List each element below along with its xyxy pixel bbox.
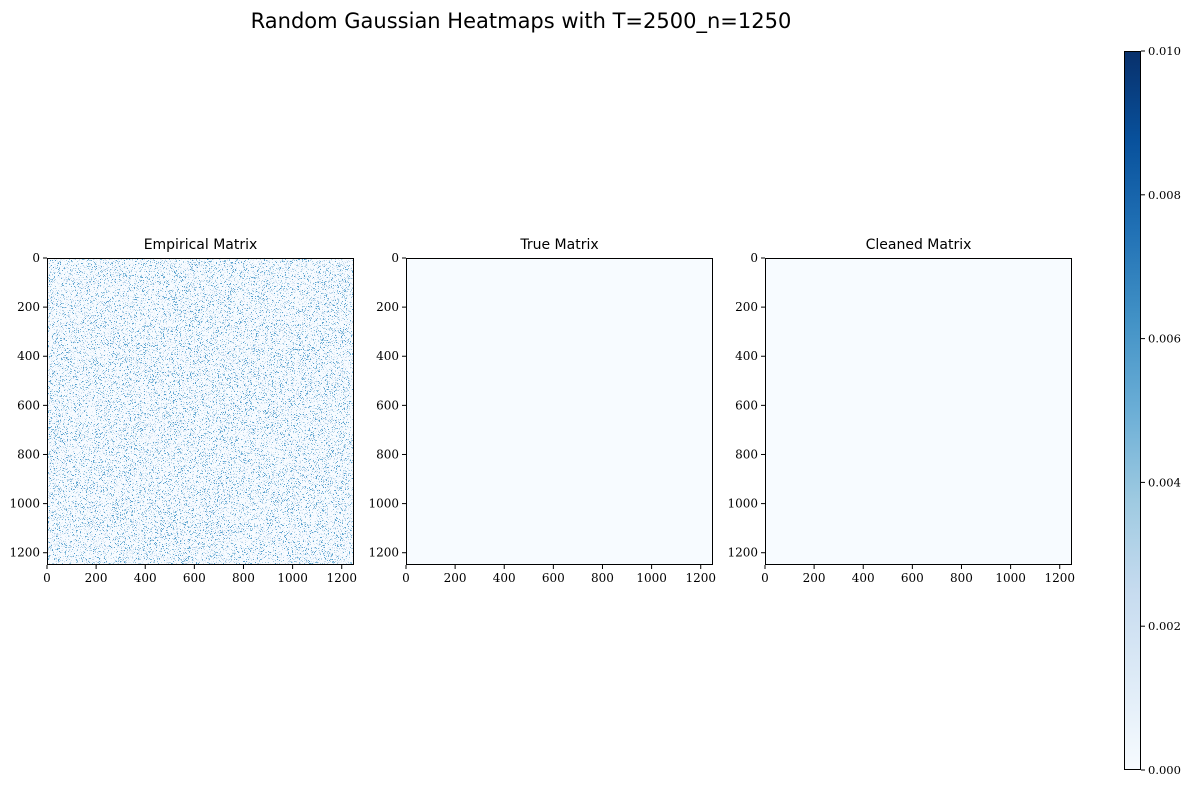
y-tick-label: 1000 bbox=[9, 497, 40, 511]
y-tick-label: 400 bbox=[376, 349, 399, 363]
y-tick-label: 400 bbox=[735, 349, 758, 363]
figure-suptitle: Random Gaussian Heatmaps with T=2500_n=1… bbox=[251, 9, 792, 34]
y-tick-label: 800 bbox=[17, 447, 40, 461]
x-tick-label: 800 bbox=[232, 571, 255, 585]
colorbar-tick-label: 0.002 bbox=[1148, 619, 1181, 633]
x-tick-label: 200 bbox=[444, 571, 467, 585]
y-tick-label: 1000 bbox=[727, 497, 758, 511]
y-tick-label: 1200 bbox=[368, 546, 399, 560]
x-tick-label: 800 bbox=[591, 571, 614, 585]
y-tick-label: 200 bbox=[735, 300, 758, 314]
x-tick-label: 200 bbox=[803, 571, 826, 585]
y-tick-label: 400 bbox=[17, 349, 40, 363]
x-tick-label: 600 bbox=[542, 571, 565, 585]
axes-frame bbox=[406, 258, 713, 565]
y-tick-label: 800 bbox=[735, 447, 758, 461]
x-tick-label: 0 bbox=[761, 571, 769, 585]
x-tick-label: 1200 bbox=[326, 571, 357, 585]
colorbar-gradient bbox=[1124, 51, 1141, 770]
x-tick-label: 0 bbox=[402, 571, 410, 585]
colorbar-frame bbox=[1124, 51, 1141, 770]
x-tick-label: 1200 bbox=[685, 571, 716, 585]
x-tick-label: 0 bbox=[43, 571, 51, 585]
x-tick-label: 600 bbox=[183, 571, 206, 585]
x-tick-label: 800 bbox=[950, 571, 973, 585]
heatmap-image bbox=[765, 258, 1072, 565]
y-tick-label: 0 bbox=[750, 251, 758, 265]
x-tick-label: 1000 bbox=[277, 571, 308, 585]
colorbar-tick-label: 0.006 bbox=[1148, 332, 1181, 346]
heatmap-image bbox=[406, 258, 713, 565]
y-tick-label: 600 bbox=[376, 398, 399, 412]
x-tick-label: 400 bbox=[852, 571, 875, 585]
y-tick-label: 200 bbox=[376, 300, 399, 314]
panel-title: Empirical Matrix bbox=[144, 237, 258, 253]
colorbar-tick-label: 0.000 bbox=[1148, 763, 1181, 777]
x-tick-label: 400 bbox=[493, 571, 516, 585]
y-tick-label: 1000 bbox=[368, 497, 399, 511]
x-tick-label: 1000 bbox=[995, 571, 1026, 585]
x-tick-label: 1000 bbox=[636, 571, 667, 585]
x-tick-label: 200 bbox=[85, 571, 108, 585]
panel-title: True Matrix bbox=[519, 237, 598, 253]
y-tick-label: 1200 bbox=[727, 546, 758, 560]
axes-frame bbox=[765, 258, 1072, 565]
y-tick-label: 800 bbox=[376, 447, 399, 461]
y-tick-label: 0 bbox=[391, 251, 399, 265]
colorbar: 0.000 0.002 0.004 0.006 0.008 0.010 bbox=[1124, 44, 1181, 777]
axes-frame bbox=[47, 258, 354, 565]
colorbar-tick-label: 0.010 bbox=[1148, 44, 1181, 58]
y-tick-label: 1200 bbox=[9, 546, 40, 560]
x-tick-label: 600 bbox=[901, 571, 924, 585]
x-tick-label: 1200 bbox=[1044, 571, 1075, 585]
y-tick-label: 200 bbox=[17, 300, 40, 314]
colorbar-tick-label: 0.008 bbox=[1148, 188, 1181, 202]
x-tick-label: 400 bbox=[134, 571, 157, 585]
heatmap-image bbox=[47, 258, 354, 565]
y-tick-label: 600 bbox=[17, 398, 40, 412]
panel-title: Cleaned Matrix bbox=[866, 237, 972, 253]
y-tick-label: 0 bbox=[32, 251, 40, 265]
y-tick-label: 600 bbox=[735, 398, 758, 412]
colorbar-tick-label: 0.004 bbox=[1148, 475, 1181, 489]
